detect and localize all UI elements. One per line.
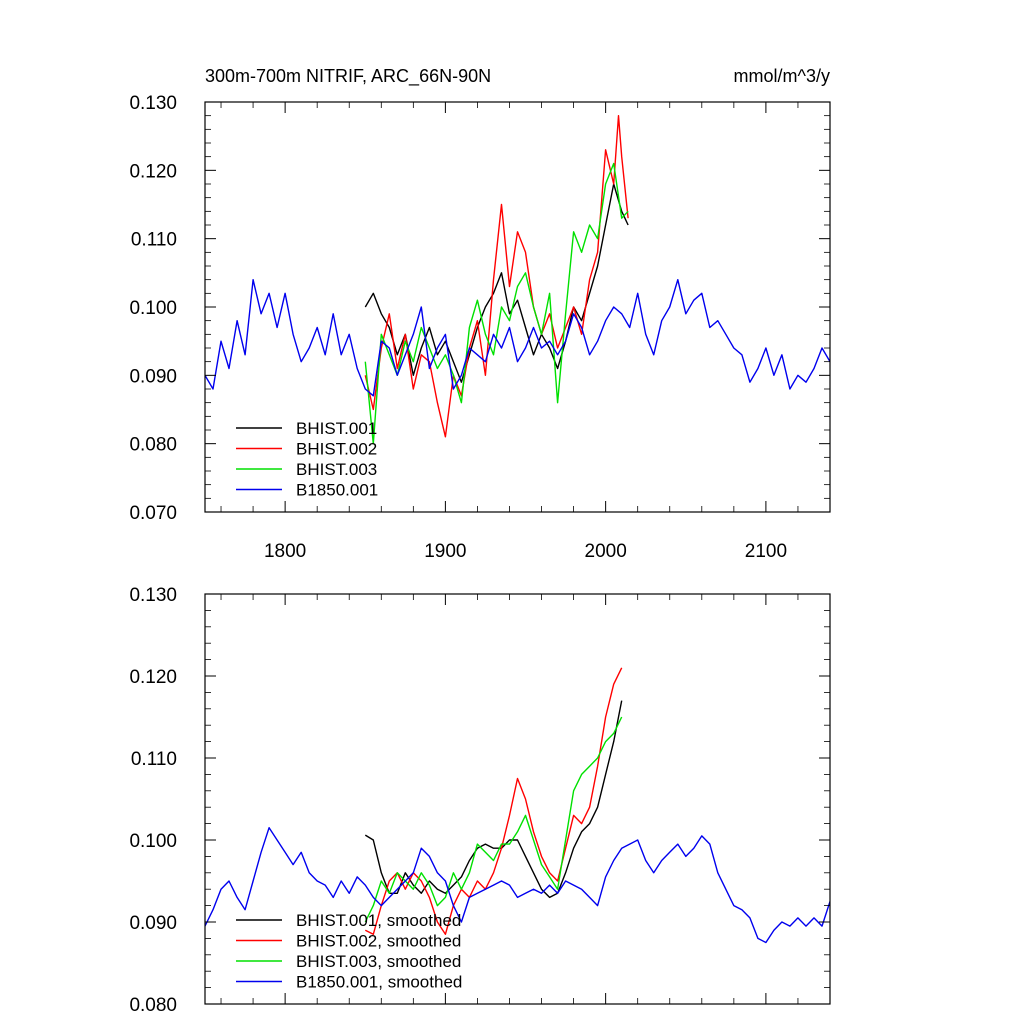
series-group bbox=[205, 114, 830, 445]
plot-frame bbox=[204, 593, 831, 1005]
y-tick-label: 0.130 bbox=[129, 93, 177, 114]
y-tick-label: 0.080 bbox=[129, 995, 177, 1016]
x-tick-label: 1800 bbox=[264, 541, 306, 562]
series-line-bhist-003 bbox=[364, 162, 629, 445]
series-line-bhist-002 bbox=[364, 114, 629, 438]
legend-label: B1850.001, smoothed bbox=[296, 973, 462, 992]
y-tick-label: 0.120 bbox=[129, 161, 177, 182]
legend-label: BHIST.003, smoothed bbox=[296, 952, 461, 971]
y-tick-label: 0.130 bbox=[129, 585, 177, 606]
legend-label: BHIST.001 bbox=[296, 419, 377, 438]
legend-label: B1850.001 bbox=[296, 481, 378, 500]
x-tick-label: 2000 bbox=[585, 541, 627, 562]
y-tick-label: 0.120 bbox=[129, 667, 177, 688]
y-tick-label: 0.090 bbox=[129, 913, 177, 934]
series-group bbox=[205, 667, 830, 944]
top-panel: 0.070 0.080 0.090 0.100 0.110 0.120 0.130 1800 1… bbox=[129, 93, 831, 562]
bottom-panel: 0.080 0.090 0.100 0.110 0.120 0.130 BHIST.001,… bbox=[129, 585, 831, 1016]
legend-label: BHIST.002, smoothed bbox=[296, 932, 461, 951]
y-tick-label: 0.100 bbox=[129, 298, 177, 319]
y-tick-label: 0.090 bbox=[129, 366, 177, 387]
y-tick-label: 0.110 bbox=[131, 230, 177, 251]
series-line-b1850-001 bbox=[205, 279, 830, 397]
legend-label: BHIST.002 bbox=[296, 440, 377, 459]
y-tick-label: 0.100 bbox=[129, 831, 177, 852]
plot-title: 300m-700m NITRIF, ARC_66N-90N bbox=[205, 66, 491, 87]
legend-label: BHIST.001, smoothed bbox=[296, 911, 461, 930]
series-line-bhist-002 bbox=[364, 667, 623, 935]
x-tick-label: 1900 bbox=[424, 541, 466, 562]
legend-label: BHIST.003 bbox=[296, 460, 377, 479]
series-line-b1850-001 bbox=[205, 827, 830, 944]
series-line-bhist-003 bbox=[364, 716, 623, 923]
series-line-bhist-001 bbox=[364, 700, 623, 899]
x-tick-label: 2100 bbox=[745, 541, 787, 562]
y-tick-label: 0.080 bbox=[129, 435, 177, 456]
y-tick-label: 0.070 bbox=[129, 503, 177, 524]
units-label: mmol/m^3/y bbox=[734, 66, 830, 86]
y-tick-label: 0.110 bbox=[131, 749, 177, 770]
